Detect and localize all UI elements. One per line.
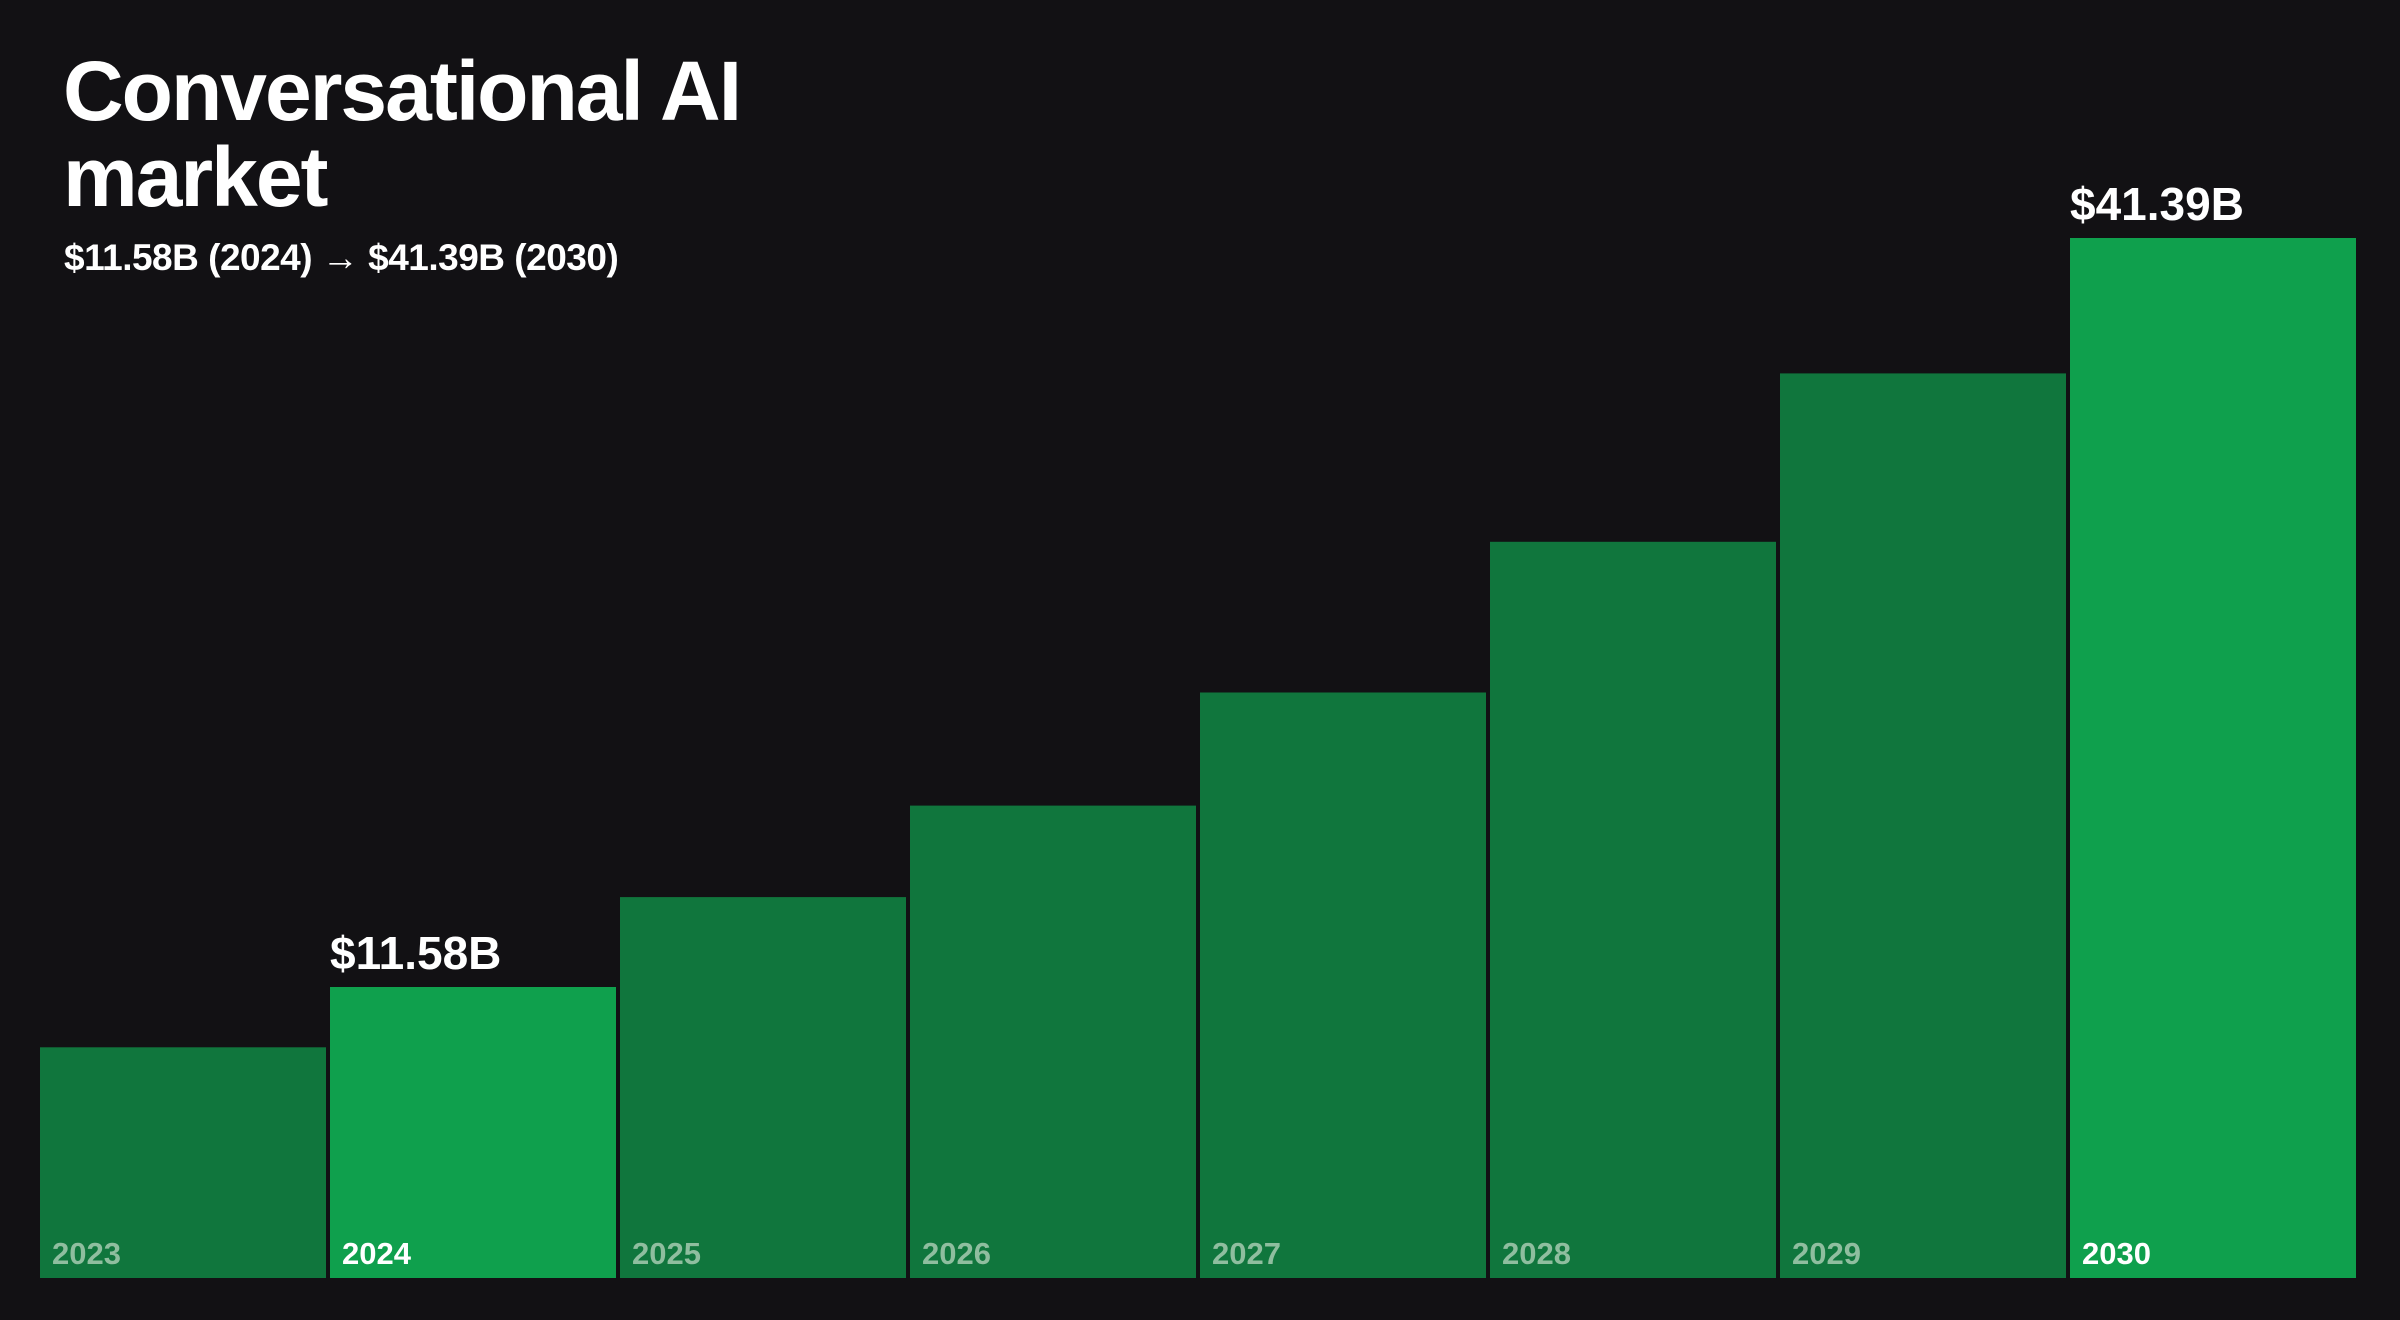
bar-2023 bbox=[40, 1047, 326, 1278]
bar-2025 bbox=[620, 897, 906, 1278]
bar-2028 bbox=[1490, 541, 1776, 1278]
x-tick-label-2026: 2026 bbox=[922, 1236, 991, 1271]
x-tick-label-2023: 2023 bbox=[52, 1236, 121, 1271]
x-tick-label-2025: 2025 bbox=[632, 1236, 701, 1271]
chart-subtitle: $11.58B (2024) → $41.39B (2030) bbox=[64, 237, 619, 278]
x-tick-label-2030: 2030 bbox=[2082, 1236, 2151, 1271]
data-label-2030: $41.39B bbox=[2070, 178, 2244, 230]
bar-2029 bbox=[1780, 373, 2066, 1278]
x-tick-label-2029: 2029 bbox=[1792, 1236, 1861, 1271]
bar-2027 bbox=[1200, 692, 1486, 1278]
bar-2026 bbox=[910, 805, 1196, 1278]
bar-2030 bbox=[2070, 238, 2356, 1278]
x-tick-label-2028: 2028 bbox=[1502, 1236, 1571, 1271]
x-tick-label-2024: 2024 bbox=[342, 1236, 412, 1271]
chart-title: Conversational AI market bbox=[63, 44, 742, 224]
x-tick-label-2027: 2027 bbox=[1212, 1236, 1281, 1271]
data-label-2024: $11.58B bbox=[330, 927, 501, 979]
bar-2024 bbox=[330, 987, 616, 1278]
